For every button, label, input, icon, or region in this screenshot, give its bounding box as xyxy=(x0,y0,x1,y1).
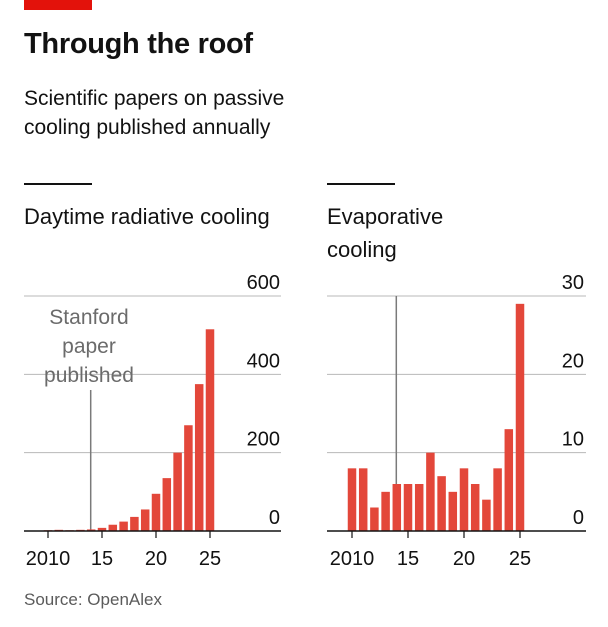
bar xyxy=(459,468,469,531)
bar xyxy=(392,484,402,531)
bar xyxy=(470,484,480,531)
y-tick-label: 30 xyxy=(562,272,584,294)
bar xyxy=(205,329,215,531)
x-tick-label: 2010 xyxy=(330,548,375,570)
y-tick-label: 20 xyxy=(562,350,584,372)
y-tick-label: 600 xyxy=(247,272,280,294)
bar xyxy=(108,524,118,531)
annotation-label: Stanford xyxy=(49,306,128,329)
x-tick-label: 25 xyxy=(509,548,531,570)
bar xyxy=(358,468,368,531)
panel-rule-right xyxy=(327,183,395,185)
annotation-label: published xyxy=(44,364,134,387)
x-tick-label: 15 xyxy=(91,548,113,570)
bar xyxy=(381,491,390,531)
y-tick-label: 0 xyxy=(269,507,280,529)
bar xyxy=(184,425,193,531)
bar xyxy=(173,452,182,531)
bar xyxy=(448,491,458,531)
y-tick-label: 10 xyxy=(562,429,584,451)
bar xyxy=(140,509,150,531)
bar xyxy=(414,484,424,531)
x-tick-label: 15 xyxy=(397,548,419,570)
bar xyxy=(86,529,96,531)
y-tick-label: 200 xyxy=(247,429,280,451)
bar xyxy=(370,507,379,531)
bar xyxy=(515,303,525,531)
accent-bar xyxy=(24,0,92,10)
x-tick-label: 20 xyxy=(453,548,475,570)
panel-title-radiative: Daytime radiative cooling xyxy=(24,204,270,229)
chart-title: Through the roof xyxy=(24,28,253,60)
bar xyxy=(97,527,107,531)
bar xyxy=(426,452,435,531)
bar xyxy=(504,429,514,531)
annotation-label: paper xyxy=(62,335,116,358)
x-tick-label: 20 xyxy=(145,548,167,570)
bar xyxy=(347,468,357,531)
bar xyxy=(493,468,502,531)
bar xyxy=(194,384,204,531)
bar xyxy=(151,493,161,531)
bar xyxy=(119,521,128,531)
bar xyxy=(162,478,172,531)
bar xyxy=(437,476,446,531)
panel-rule-left xyxy=(24,183,92,185)
bar xyxy=(403,484,413,531)
y-tick-label: 0 xyxy=(573,507,584,529)
panel-title-evaporative: Evaporative cooling xyxy=(327,204,444,262)
x-tick-label: 2010 xyxy=(26,548,71,570)
chart-subtitle: Scientific papers on passive cooling pub… xyxy=(24,87,285,139)
bar xyxy=(130,516,139,531)
x-tick-label: 25 xyxy=(199,548,221,570)
bar xyxy=(482,499,491,531)
y-tick-label: 400 xyxy=(247,350,280,372)
source-note: Source: OpenAlex xyxy=(24,590,162,609)
